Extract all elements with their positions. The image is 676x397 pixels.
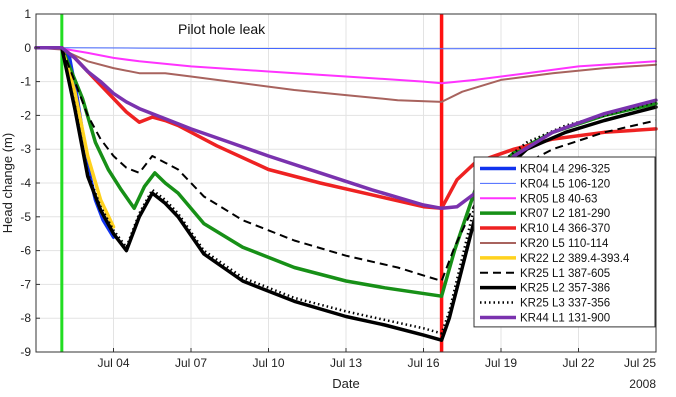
- series-line-kr05-l8-40-63: [35, 46, 657, 85]
- y-tick-label: -5: [20, 210, 31, 224]
- x-tick-label: Jul 04: [97, 356, 129, 370]
- legend-label-kr05-l8-40-63: KR05 L8 40-63: [520, 193, 597, 205]
- y-tick-label: -9: [20, 345, 31, 359]
- x-axis-title: Date: [332, 376, 359, 391]
- x-tick-label: Jul 25: [624, 356, 656, 370]
- legend-label-kr20-l5-110-114: KR20 L5 110-114: [520, 238, 609, 250]
- series-line-kr20-l5-110-114: [35, 46, 657, 103]
- series-line-kr04-l4-296-325: [60, 46, 116, 239]
- annotation-pilot-hole-leak: Pilot hole leak: [178, 21, 266, 37]
- legend-label-kr25-l2-357-386: KR25 L2 357-386: [520, 283, 610, 295]
- x-tick-label: Jul 13: [330, 356, 362, 370]
- y-tick-label: -8: [20, 311, 31, 325]
- legend-label-kr25-l1-387-605: KR25 L1 387-605: [520, 268, 610, 280]
- y-tick-label: -6: [20, 244, 31, 258]
- x-axis-ticks: Jul 04 Jul 07 Jul 10 Jul 13 Jul 16 Jul 19 Jul …: [97, 348, 657, 370]
- series-line-kr22-l2-389-4-393-4: [60, 46, 116, 229]
- legend-label-kr25-l3-337-356: KR25 L3 337-356: [520, 298, 610, 310]
- series-line-kr25-l1-387-605: [36, 46, 657, 282]
- legend-label-kr07-l2-181-290: KR07 L2 181-290: [520, 208, 610, 220]
- y-axis-title: Head change (m): [0, 133, 15, 233]
- y-tick-label: 0: [24, 41, 31, 55]
- x-tick-label: Jul 16: [407, 356, 439, 370]
- x-tick-label: Jul 10: [252, 356, 284, 370]
- x-tick-label: Jul 19: [485, 356, 517, 370]
- legend-label-kr04-l4-296-325: KR04 L4 296-325: [520, 163, 610, 175]
- y-tick-label: -7: [20, 277, 31, 291]
- legend-label-kr04-l5-106-120: KR04 L5 106-120: [520, 178, 610, 190]
- legend-label-kr44-l1-131-900: KR44 L1 131-900: [520, 312, 610, 324]
- y-tick-label: -2: [20, 108, 31, 122]
- x-tick-label: Jul 22: [562, 356, 594, 370]
- x-tick-label: Jul 07: [175, 356, 207, 370]
- y-tick-label: -3: [20, 142, 31, 156]
- legend: KR04 L4 296-325 KR04 L5 106-120 KR05 L8 40…: [473, 156, 656, 328]
- y-tick-label: -1: [20, 75, 31, 89]
- x-axis-year-label: 2008: [629, 377, 656, 391]
- y-tick-label: 1: [24, 7, 31, 21]
- legend-label-kr22-l2-389-4-393-4: KR22 L2 389.4-393.4: [520, 253, 630, 265]
- y-tick-label: -4: [20, 176, 31, 190]
- y-axis-ticks: 1 0 -1 -2 -3 -4 -5 -6 -7 -8 -9: [20, 7, 40, 359]
- legend-label-kr10-l4-366-370: KR10 L4 366-370: [520, 223, 610, 235]
